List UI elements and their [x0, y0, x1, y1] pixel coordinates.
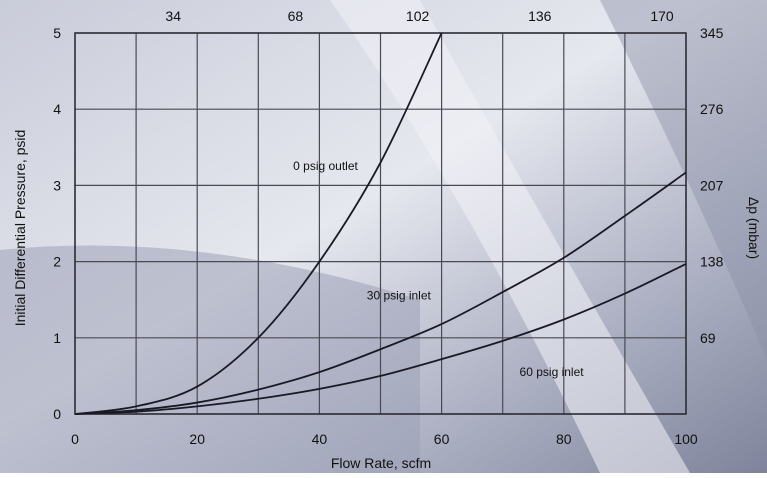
top-tick-label: 102	[406, 8, 430, 24]
y-tick-label: 4	[53, 101, 61, 117]
right-tick-label: 207	[700, 177, 724, 193]
y-tick-label: 1	[53, 330, 61, 346]
grid	[74, 32, 687, 415]
x-axis-label: Flow Rate, scfm	[331, 455, 431, 471]
background-highlight	[330, 0, 690, 473]
x-tick-label: 0	[71, 431, 79, 447]
series-label-2: 30 psig inlet	[367, 289, 432, 303]
y-tick-label: 0	[53, 406, 61, 422]
series-label-3: 60 psig inlet	[520, 365, 585, 379]
series-line-2	[74, 171, 687, 415]
x-tick-label: 60	[434, 431, 450, 447]
top-tick-label: 68	[288, 8, 304, 24]
y-tick-label: 2	[53, 254, 61, 270]
y-tick-label: 5	[53, 25, 61, 41]
top-tick-label: 34	[165, 8, 181, 24]
x-tick-label: 100	[674, 431, 698, 447]
secondary-y-axis-label: Δp (mbar)	[746, 197, 762, 259]
series-lines	[74, 32, 687, 415]
x-tick-label: 80	[556, 431, 572, 447]
series-line-3	[74, 263, 687, 415]
series-line-1	[74, 32, 443, 415]
series-label-1: 0 psig outlet	[293, 159, 358, 173]
background-shading	[0, 245, 420, 473]
right-tick-label: 69	[700, 330, 716, 346]
top-tick-label: 170	[650, 8, 674, 24]
series-labels: 0 psig outlet 30 psig inlet 60 psig inlet	[293, 159, 584, 379]
plot-frame	[74, 32, 687, 415]
right-tick-label: 276	[700, 101, 724, 117]
y-tick-label: 3	[53, 177, 61, 193]
right-tick-label: 138	[700, 254, 724, 270]
background-shading-right	[600, 0, 767, 360]
x-tick-label: 40	[312, 431, 328, 447]
x-tick-label: 20	[189, 431, 205, 447]
y-axis-label: Initial Differential Pressure, psid	[12, 130, 28, 327]
right-tick-label: 345	[700, 25, 724, 41]
top-tick-label: 136	[528, 8, 552, 24]
